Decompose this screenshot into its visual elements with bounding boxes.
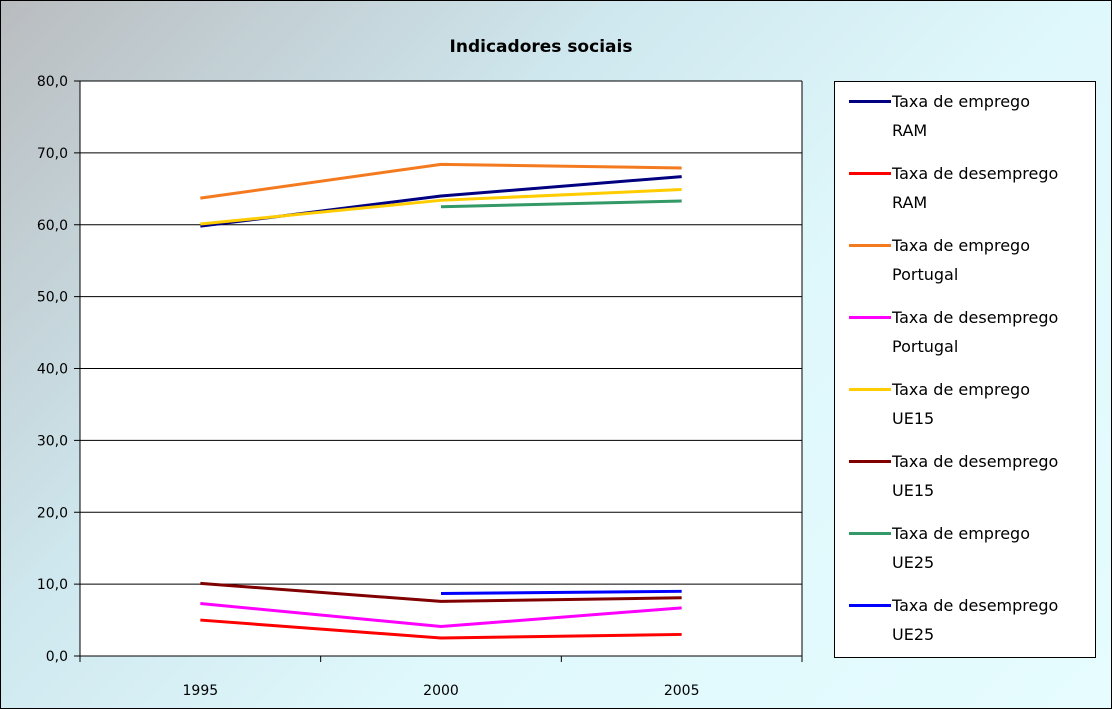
- legend-label-line: RAM: [892, 193, 928, 212]
- x-tick-label: 2000: [423, 683, 459, 699]
- legend-label-line: Taxa de desemprego: [892, 452, 1059, 471]
- legend-label: Taxa de emprego RAM: [892, 87, 1102, 145]
- legend-label-line: Taxa de emprego: [892, 236, 1030, 255]
- legend-label-line: Taxa de desemprego: [892, 596, 1059, 615]
- legend-label-line: UE15: [892, 481, 935, 500]
- legend-label: Taxa de desemprego RAM: [892, 159, 1102, 217]
- series-line-7: [440, 199, 682, 209]
- y-tick-label: 80,0: [37, 74, 68, 90]
- x-tick-label: 1995: [183, 683, 219, 699]
- legend-swatch: [849, 604, 891, 607]
- legend-item: Taxa de desemprego Portugal: [849, 301, 1093, 373]
- y-tick-label: 10,0: [37, 577, 68, 593]
- legend-swatch: [849, 388, 891, 391]
- series-line-6: [200, 581, 682, 603]
- series-line-5: [200, 188, 682, 226]
- legend-label-line: Taxa de emprego: [892, 524, 1030, 543]
- legend-label-line: Taxa de desemprego: [892, 164, 1059, 183]
- legend-label-line: Portugal: [892, 265, 959, 284]
- legend-label-line: UE15: [892, 409, 935, 428]
- y-tick-label: 20,0: [37, 505, 68, 521]
- legend-label-line: UE25: [892, 625, 935, 644]
- legend-item: Taxa de desemprego UE25: [849, 589, 1093, 661]
- x-tick-label: 2005: [664, 683, 700, 699]
- legend-label-line: Taxa de emprego: [892, 380, 1030, 399]
- legend-label-line: Portugal: [892, 337, 959, 356]
- legend-item: Taxa de emprego UE25: [849, 517, 1093, 589]
- y-tick-label: 30,0: [37, 433, 68, 449]
- legend-label: Taxa de emprego UE15: [892, 375, 1102, 433]
- y-tick-label: 40,0: [37, 362, 68, 378]
- legend-swatch: [849, 316, 891, 319]
- legend-label: Taxa de emprego UE25: [892, 519, 1102, 577]
- legend-swatch: [849, 244, 891, 247]
- legend-label: Taxa de desemprego UE25: [892, 591, 1102, 649]
- legend-item: Taxa de desemprego RAM: [849, 157, 1093, 229]
- legend-swatch: [849, 460, 891, 463]
- legend: Taxa de emprego RAM Taxa de desemprego RAM T…: [834, 81, 1096, 658]
- y-tick-label: 0,0: [46, 649, 68, 665]
- y-tick-label: 60,0: [37, 218, 68, 234]
- series-line-4: [200, 602, 682, 629]
- y-tick-label: 70,0: [37, 146, 68, 162]
- legend-item: Taxa de emprego RAM: [849, 85, 1093, 157]
- y-tick-label: 50,0: [37, 290, 68, 306]
- chart-title: Indicadores sociais: [449, 37, 633, 57]
- legend-label: Taxa de desemprego Portugal: [892, 303, 1102, 361]
- legend-label: Taxa de emprego Portugal: [892, 231, 1102, 289]
- series-line-8: [440, 589, 682, 595]
- series-line-2: [200, 618, 682, 640]
- legend-label-line: Taxa de desemprego: [892, 308, 1059, 327]
- legend-swatch: [849, 172, 891, 175]
- legend-item: Taxa de emprego Portugal: [849, 229, 1093, 301]
- legend-label-line: UE25: [892, 553, 935, 572]
- legend-swatch: [849, 100, 891, 103]
- legend-label: Taxa de desemprego UE15: [892, 447, 1102, 505]
- legend-label-line: Taxa de emprego: [892, 92, 1030, 111]
- legend-swatch: [849, 532, 891, 535]
- legend-item: Taxa de emprego UE15: [849, 373, 1093, 445]
- legend-label-line: RAM: [892, 121, 928, 140]
- series-line-3: [200, 162, 682, 200]
- legend-item: Taxa de desemprego UE15: [849, 445, 1093, 517]
